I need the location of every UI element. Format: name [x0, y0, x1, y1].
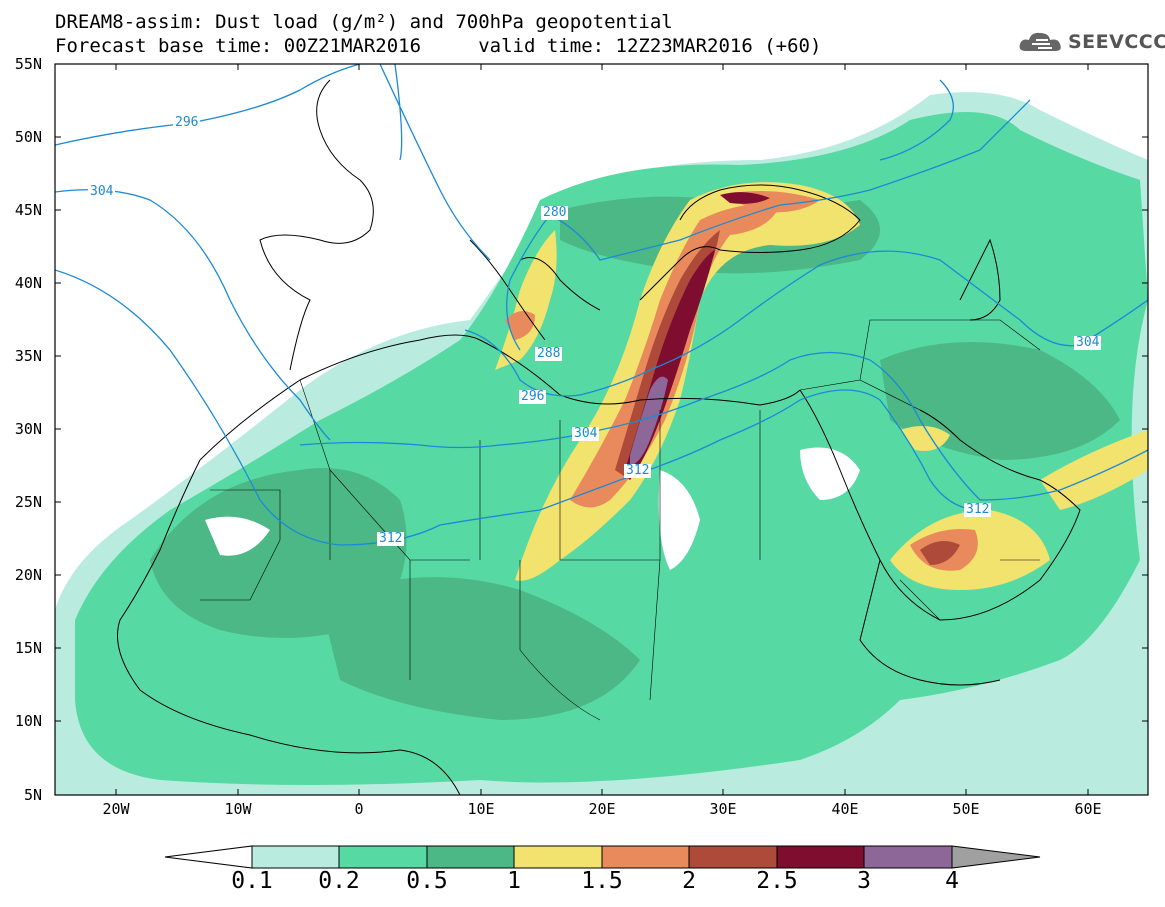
- lat-label: 15N: [14, 639, 42, 657]
- dust-field-1.5-italy: [505, 311, 535, 340]
- colorbar-tick-label: 2: [682, 868, 696, 894]
- map-subtitle: Forecast base time: 00Z21MAR2016 valid t…: [55, 35, 822, 57]
- lon-label: 0: [354, 800, 364, 818]
- dust-field-0.5-sahel: [320, 577, 640, 720]
- lon-label: 50E: [952, 800, 980, 818]
- lat-label: 45N: [14, 201, 42, 219]
- lat-label: 25N: [14, 493, 42, 511]
- lat-label: 20N: [14, 566, 42, 584]
- lat-label: 35N: [14, 347, 42, 365]
- colorbar-tick-label: 0.1: [231, 868, 273, 894]
- dust-gap-nw-africa: [205, 516, 270, 556]
- lon-label: 20E: [588, 800, 616, 818]
- contour-label: 296: [519, 389, 547, 404]
- dust-gap-libya: [658, 470, 700, 570]
- axis-ticks: [55, 63, 1148, 796]
- cloud-icon: [1019, 32, 1061, 51]
- contour-label: 312: [964, 502, 992, 517]
- contour-label: 288: [535, 346, 563, 361]
- lat-label: 5N: [23, 786, 42, 804]
- coastlines: [117, 79, 1081, 795]
- lon-label: 10E: [467, 800, 495, 818]
- colorbar-tick-label: 1.5: [581, 868, 623, 894]
- lon-label: 40E: [831, 800, 859, 818]
- contour-label: 304: [572, 426, 600, 441]
- lat-label: 30N: [14, 420, 42, 438]
- lat-label: 40N: [14, 274, 42, 292]
- lat-label: 10N: [14, 712, 42, 730]
- colorbar-tick-label: 0.5: [406, 868, 448, 894]
- colorbar-tick-label: 3: [857, 868, 871, 894]
- contour-label: 280: [541, 205, 569, 220]
- colorbar-tick-label: 2.5: [756, 868, 798, 894]
- colorbar-tick-label: 4: [945, 868, 959, 894]
- colorbar-tick-label: 1: [507, 868, 521, 894]
- dust-field-2.5-blacksea: [720, 192, 770, 204]
- logo-text: SEEVCCC: [1068, 31, 1165, 53]
- dust-field-1-italy: [495, 230, 557, 370]
- dust-field-2-arabia: [920, 541, 960, 565]
- lon-label: 10W: [224, 800, 252, 818]
- lon-label: 20W: [102, 800, 130, 818]
- contour-label: 304: [1074, 335, 1102, 350]
- dust-field-1-gulf: [1040, 430, 1148, 510]
- lon-label: 60E: [1074, 800, 1102, 818]
- country-borders: [200, 319, 1041, 721]
- lat-label: 50N: [14, 128, 42, 146]
- contour-label: 296: [173, 115, 201, 130]
- map-title: DREAM8-assim: Dust load (g/m²) and 700hP…: [55, 11, 673, 33]
- contour-label: 312: [377, 531, 405, 546]
- lon-label: 30E: [709, 800, 737, 818]
- contour-label: 312: [624, 463, 652, 478]
- dust-field-1-kuwait: [900, 426, 950, 451]
- contour-label: 304: [88, 184, 116, 199]
- seevccc-logo: SEEVCCC: [1018, 27, 1165, 57]
- geopotential-contours: [55, 64, 1148, 546]
- lat-label: 55N: [14, 55, 42, 73]
- dust-gap-egypt: [800, 447, 860, 500]
- colorbar-tick-label: 0.2: [318, 868, 360, 894]
